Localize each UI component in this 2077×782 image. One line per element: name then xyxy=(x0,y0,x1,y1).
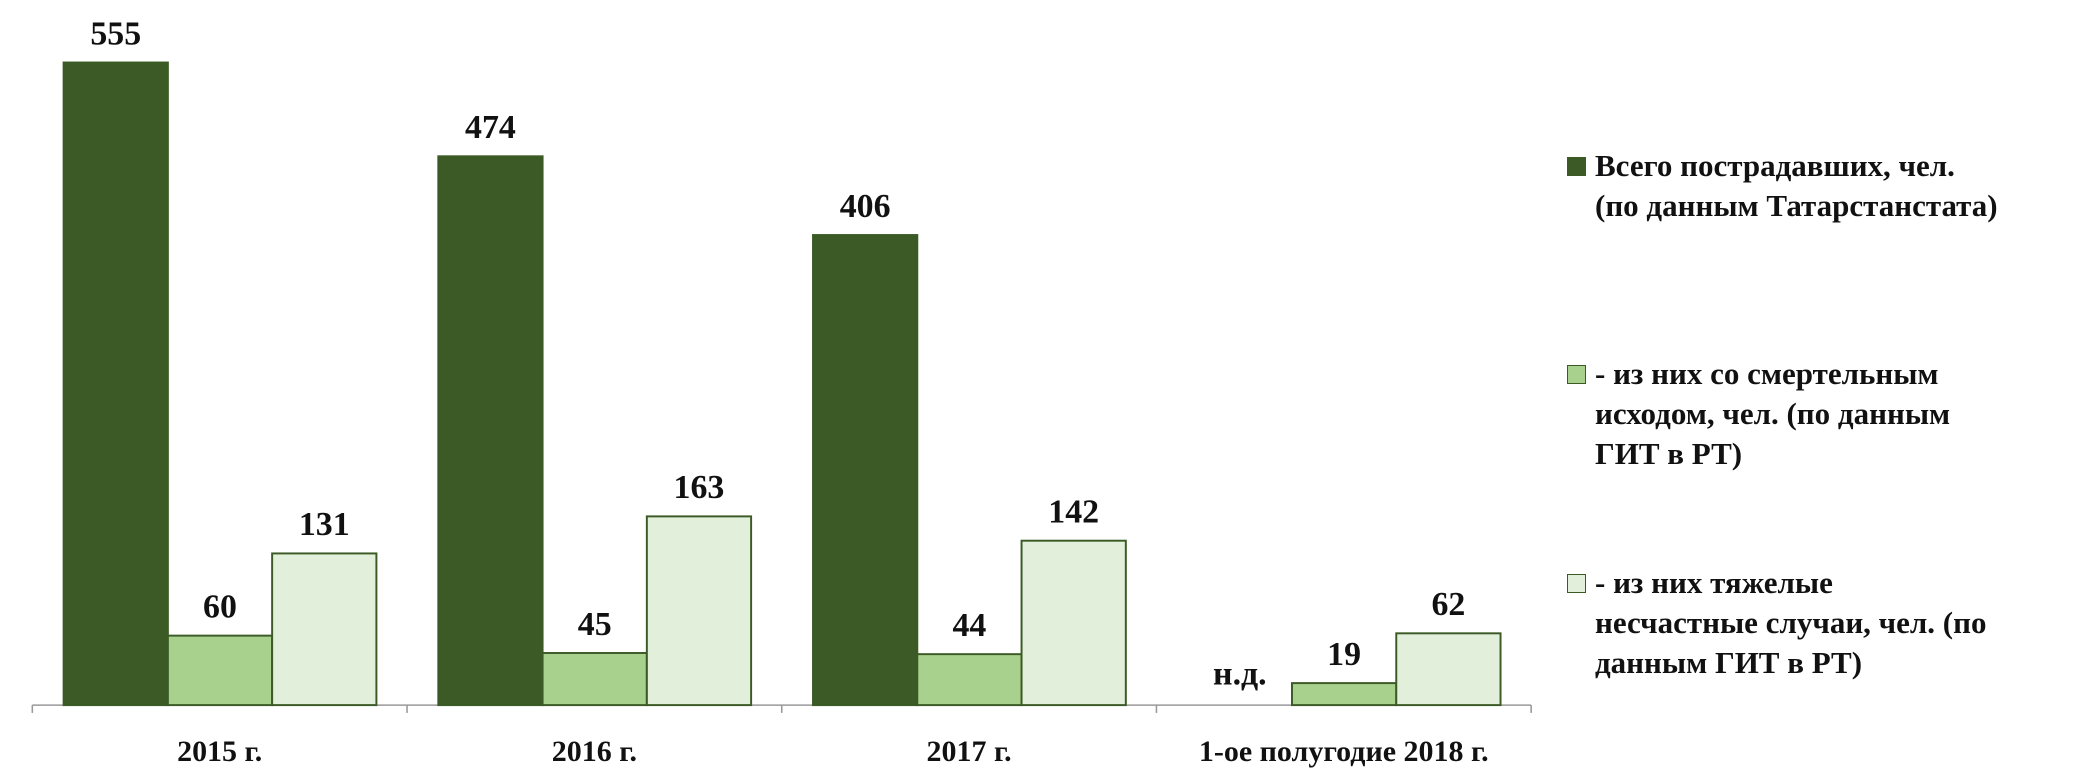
bar xyxy=(541,652,648,707)
legend-label: - из них тяжелые несчастные случаи, чел.… xyxy=(1595,565,1987,680)
bar xyxy=(166,634,274,707)
bar xyxy=(812,234,919,707)
data-label: 44 xyxy=(952,607,986,644)
legend-label: - из них со смертельным исходом, чел. (п… xyxy=(1595,356,1951,471)
data-label: 142 xyxy=(1048,493,1099,530)
bar xyxy=(645,515,753,707)
legend-label: Всего пострадавших, чел. (по данным Тата… xyxy=(1595,148,1998,223)
legend-swatch xyxy=(1567,365,1586,384)
legend-swatch xyxy=(1567,157,1586,176)
bar xyxy=(62,61,169,707)
data-label: 62 xyxy=(1431,586,1465,623)
legend-item: - из них тяжелые несчастные случаи, чел.… xyxy=(1567,563,1987,683)
bar xyxy=(916,653,1023,707)
legend-item: Всего пострадавших, чел. (по данным Тата… xyxy=(1567,146,1998,226)
x-tick-label: 2016 г. xyxy=(552,735,637,768)
bar xyxy=(437,155,544,707)
data-label: 60 xyxy=(203,588,237,625)
data-label: 131 xyxy=(299,506,350,543)
data-label: н.д. xyxy=(1213,655,1267,692)
bar xyxy=(1291,682,1398,707)
data-label: 19 xyxy=(1327,636,1361,673)
bar xyxy=(1395,632,1502,707)
x-tick-label: 1-ое полугодие 2018 г. xyxy=(1199,735,1489,768)
legend-item: - из них со смертельным исходом, чел. (п… xyxy=(1567,354,1950,474)
x-tick-label: 2017 г. xyxy=(927,735,1012,768)
data-label: 555 xyxy=(90,15,141,52)
bar xyxy=(271,552,378,707)
data-label: 474 xyxy=(465,109,516,146)
data-label: 45 xyxy=(578,606,612,643)
x-tick-label: 2015 г. xyxy=(177,735,262,768)
data-label: 406 xyxy=(840,188,891,225)
bar xyxy=(1020,539,1127,707)
data-label: 163 xyxy=(674,469,725,506)
legend-swatch xyxy=(1567,574,1586,593)
